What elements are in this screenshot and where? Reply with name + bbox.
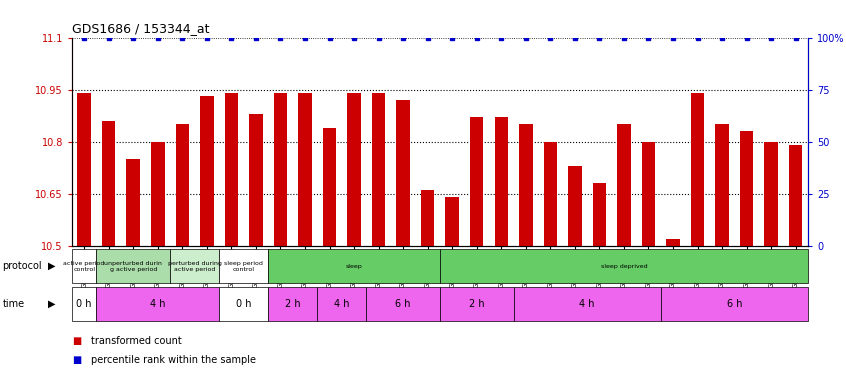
Bar xyxy=(170,249,219,283)
Bar xyxy=(250,114,262,246)
Bar xyxy=(96,249,170,283)
Text: GDS1686 / 153344_at: GDS1686 / 153344_at xyxy=(72,22,210,35)
Text: ▶: ▶ xyxy=(48,299,56,309)
Bar xyxy=(151,141,164,246)
Bar xyxy=(323,128,336,246)
Bar xyxy=(348,93,360,246)
Text: transformed count: transformed count xyxy=(91,336,181,346)
Bar xyxy=(740,131,753,246)
Bar xyxy=(667,239,679,246)
Bar xyxy=(421,190,434,246)
Text: 6 h: 6 h xyxy=(395,299,411,309)
Bar xyxy=(593,183,606,246)
Bar xyxy=(268,249,440,283)
Bar xyxy=(514,287,661,321)
Bar xyxy=(661,287,808,321)
Text: ■: ■ xyxy=(72,355,81,365)
Bar xyxy=(102,121,115,246)
Bar xyxy=(544,141,557,246)
Text: 4 h: 4 h xyxy=(150,299,166,309)
Bar xyxy=(274,93,287,246)
Bar xyxy=(372,93,385,246)
Text: sleep: sleep xyxy=(346,264,362,269)
Text: protocol: protocol xyxy=(3,261,42,271)
Bar xyxy=(446,197,459,246)
Bar xyxy=(78,93,91,246)
Bar xyxy=(519,124,532,246)
Bar xyxy=(225,93,238,246)
Text: percentile rank within the sample: percentile rank within the sample xyxy=(91,355,255,365)
Bar xyxy=(268,287,317,321)
Bar xyxy=(219,287,268,321)
Bar xyxy=(716,124,728,246)
Bar xyxy=(470,117,483,246)
Bar xyxy=(618,124,630,246)
Bar xyxy=(366,287,440,321)
Bar xyxy=(789,145,802,246)
Bar xyxy=(299,93,311,246)
Text: active period
control: active period control xyxy=(63,261,105,272)
Text: 6 h: 6 h xyxy=(727,299,742,309)
Text: 0 h: 0 h xyxy=(76,299,92,309)
Bar xyxy=(495,117,508,246)
Text: 2 h: 2 h xyxy=(285,299,300,309)
Text: 2 h: 2 h xyxy=(469,299,485,309)
Bar xyxy=(691,93,704,246)
Bar xyxy=(397,100,409,246)
Bar xyxy=(219,249,268,283)
Text: sleep period
control: sleep period control xyxy=(224,261,263,272)
Text: sleep deprived: sleep deprived xyxy=(601,264,647,269)
Text: 4 h: 4 h xyxy=(580,299,595,309)
Text: 4 h: 4 h xyxy=(334,299,349,309)
Text: time: time xyxy=(3,299,25,309)
Text: perturbed during
active period: perturbed during active period xyxy=(168,261,222,272)
Text: ▶: ▶ xyxy=(48,261,56,271)
Bar xyxy=(72,249,96,283)
Text: 0 h: 0 h xyxy=(236,299,251,309)
Bar xyxy=(569,166,581,246)
Bar xyxy=(176,124,189,246)
Bar xyxy=(765,141,777,246)
Bar xyxy=(642,141,655,246)
Bar xyxy=(127,159,140,246)
Text: unperturbed durin
g active period: unperturbed durin g active period xyxy=(104,261,162,272)
Bar xyxy=(96,287,219,321)
Text: ■: ■ xyxy=(72,336,81,346)
Bar xyxy=(72,287,96,321)
Bar xyxy=(317,287,366,321)
Bar xyxy=(440,287,514,321)
Bar xyxy=(440,249,808,283)
Bar xyxy=(201,96,213,246)
